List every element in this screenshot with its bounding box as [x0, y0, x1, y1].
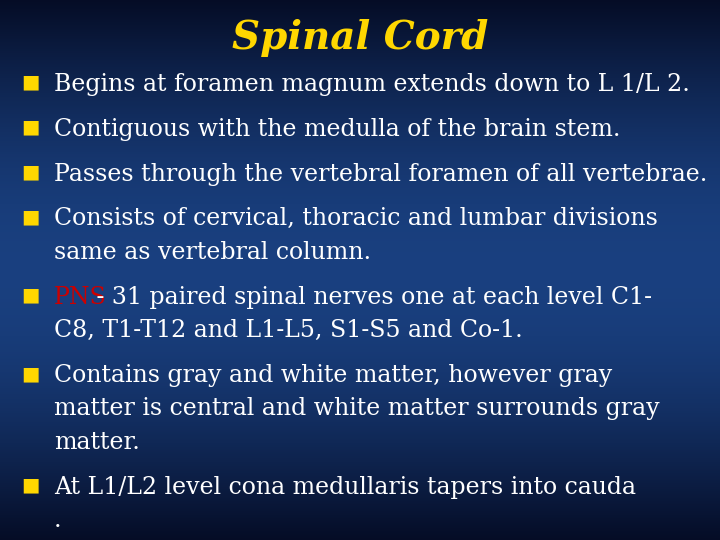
Text: .: .: [54, 509, 62, 532]
Text: matter.: matter.: [54, 431, 140, 454]
Text: At L1/L2 level cona medullaris tapers into cauda: At L1/L2 level cona medullaris tapers in…: [54, 476, 636, 499]
Text: ■: ■: [22, 118, 40, 137]
Text: - 31 paired spinal nerves one at each level C1-: - 31 paired spinal nerves one at each le…: [89, 286, 652, 309]
Text: ■: ■: [22, 73, 40, 92]
Text: Contiguous with the medulla of the brain stem.: Contiguous with the medulla of the brain…: [54, 118, 621, 141]
Text: C8, T1-T12 and L1-L5, S1-S5 and Co-1.: C8, T1-T12 and L1-L5, S1-S5 and Co-1.: [54, 319, 523, 342]
Text: Contains gray and white matter, however gray: Contains gray and white matter, however …: [54, 364, 612, 387]
Text: ■: ■: [22, 286, 40, 305]
Text: Spinal Cord: Spinal Cord: [232, 19, 488, 57]
Text: Consists of cervical, thoracic and lumbar divisions: Consists of cervical, thoracic and lumba…: [54, 207, 658, 231]
Text: ■: ■: [22, 364, 40, 383]
Text: ■: ■: [22, 163, 40, 181]
Text: PNS: PNS: [54, 286, 107, 309]
Text: same as vertebral column.: same as vertebral column.: [54, 241, 371, 264]
Text: Begins at foramen magnum extends down to L 1/L 2.: Begins at foramen magnum extends down to…: [54, 73, 690, 96]
Text: Passes through the vertebral foramen of all vertebrae.: Passes through the vertebral foramen of …: [54, 163, 707, 186]
Text: matter is central and white matter surrounds gray: matter is central and white matter surro…: [54, 397, 660, 421]
Text: ■: ■: [22, 476, 40, 495]
Text: ■: ■: [22, 207, 40, 226]
